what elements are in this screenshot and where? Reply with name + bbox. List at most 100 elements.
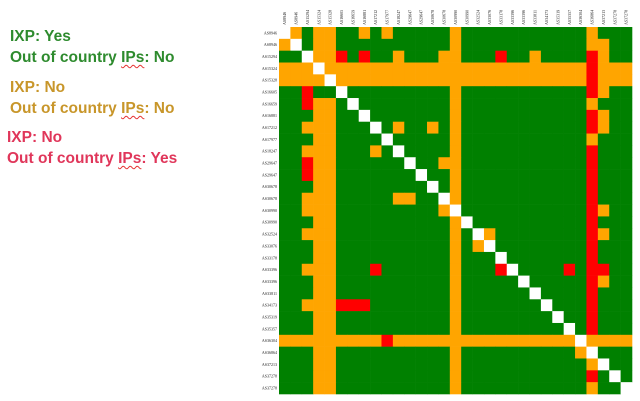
heatmap-cell [404,204,416,217]
heatmap-cell [518,133,530,146]
heatmap-cell [438,240,451,253]
heatmap-cell [279,74,291,87]
heatmap-cell [609,109,621,123]
heatmap-cell [392,98,405,111]
heatmap-cell [347,145,360,158]
heatmap-cell [370,38,382,51]
heatmap-cell [563,334,576,347]
heatmap-cell [483,169,496,182]
heatmap-cell [290,169,303,182]
heatmap-cell [552,192,564,205]
heatmap-cell [358,382,371,395]
heatmap-cell [404,358,416,371]
heatmap-cell [449,86,462,99]
heatmap-cell [495,180,508,194]
heatmap-cell [404,263,416,276]
heatmap-cell [449,370,462,383]
heatmap-row-label: AS33396 [262,267,277,272]
heatmap-cell [575,263,587,276]
heatmap-cell [609,240,621,253]
heatmap-cell [575,275,587,288]
heatmap-cell [370,299,382,312]
heatmap-cell [483,27,496,40]
heatmap-cell [358,38,371,51]
heatmap-cell [358,370,371,383]
heatmap-cell [518,27,530,40]
heatmap-cell [415,157,428,170]
heatmap-cell [529,62,542,75]
heatmap-cell [370,263,382,276]
heatmap-cell [358,169,371,182]
heatmap-row-label: AS33076 [262,243,277,248]
heatmap-cell [483,74,496,87]
heatmap-cell [358,180,371,194]
heatmap-cell [392,287,405,300]
heatmap-cell [563,62,576,75]
heatmap-cell [586,192,599,205]
heatmap-cell [335,263,348,276]
heatmap-cell [506,62,519,75]
legend-entry-ixp-no-foreign-line1: IXP: No [7,129,63,146]
heatmap-cell [586,98,599,111]
heatmap-cell [586,322,599,336]
heatmap-cell [427,74,439,87]
heatmap-cell [358,74,371,87]
heatmap-cell [392,86,405,99]
heatmap-cell [313,311,325,324]
heatmap-cell [301,109,314,123]
heatmap-cell [449,299,462,312]
heatmap-cell [461,27,473,40]
heatmap-cell [518,204,530,217]
heatmap-cell [620,121,633,134]
heatmap-cell [461,346,473,359]
heatmap-cell [335,133,348,146]
heatmap-cell [392,204,405,217]
heatmap-cell [483,192,496,205]
heatmap-cell [575,38,587,51]
heatmap-cell [495,287,508,300]
heatmap-cell [506,50,519,63]
heatmap-cell [301,346,314,359]
heatmap-row-label: AS29647 [262,172,277,177]
heatmap-cell [620,74,633,87]
heatmap-cell [597,86,610,99]
heatmap-cell [586,216,599,229]
heatmap-cell [575,382,587,395]
heatmap-cell [620,180,633,194]
heatmap-cell [392,192,405,205]
heatmap-cell [381,322,394,336]
heatmap-column-label: AS34173 [544,10,549,25]
heatmap-cell [575,228,587,241]
heatmap-cell [609,263,621,276]
heatmap-column-label: AS29647 [419,10,424,25]
heatmap-cell [609,98,621,111]
heatmap-cell [279,382,291,395]
heatmap-cell [358,50,371,63]
heatmap-column-label: AS15324 [316,10,321,25]
heatmap-cell [427,382,439,395]
heatmap-cell [495,62,508,75]
heatmap-cell [620,346,633,359]
heatmap-cell [563,263,576,276]
heatmap-cell [347,322,360,336]
heatmap-cell [483,50,496,63]
heatmap-cell [438,98,451,111]
heatmap-cell [529,251,542,265]
heatmap-cell [370,145,382,158]
heatmap-cell [620,38,633,51]
heatmap-column-label: AS33396 [521,10,526,25]
heatmap-cell [404,382,416,395]
heatmap-row-label: AS37213 [262,362,277,367]
heatmap-cell [301,382,314,395]
heatmap-cell [506,121,519,134]
heatmap-cell [392,240,405,253]
heatmap-cell [540,74,553,87]
heatmap-cell [290,192,303,205]
heatmap-cell [358,311,371,324]
heatmap-cell [483,346,496,359]
heatmap-cell [358,228,371,241]
heatmap-cell [575,287,587,300]
heatmap-cell [563,157,576,170]
heatmap-cell [563,27,576,40]
heatmap-cell [529,133,542,146]
